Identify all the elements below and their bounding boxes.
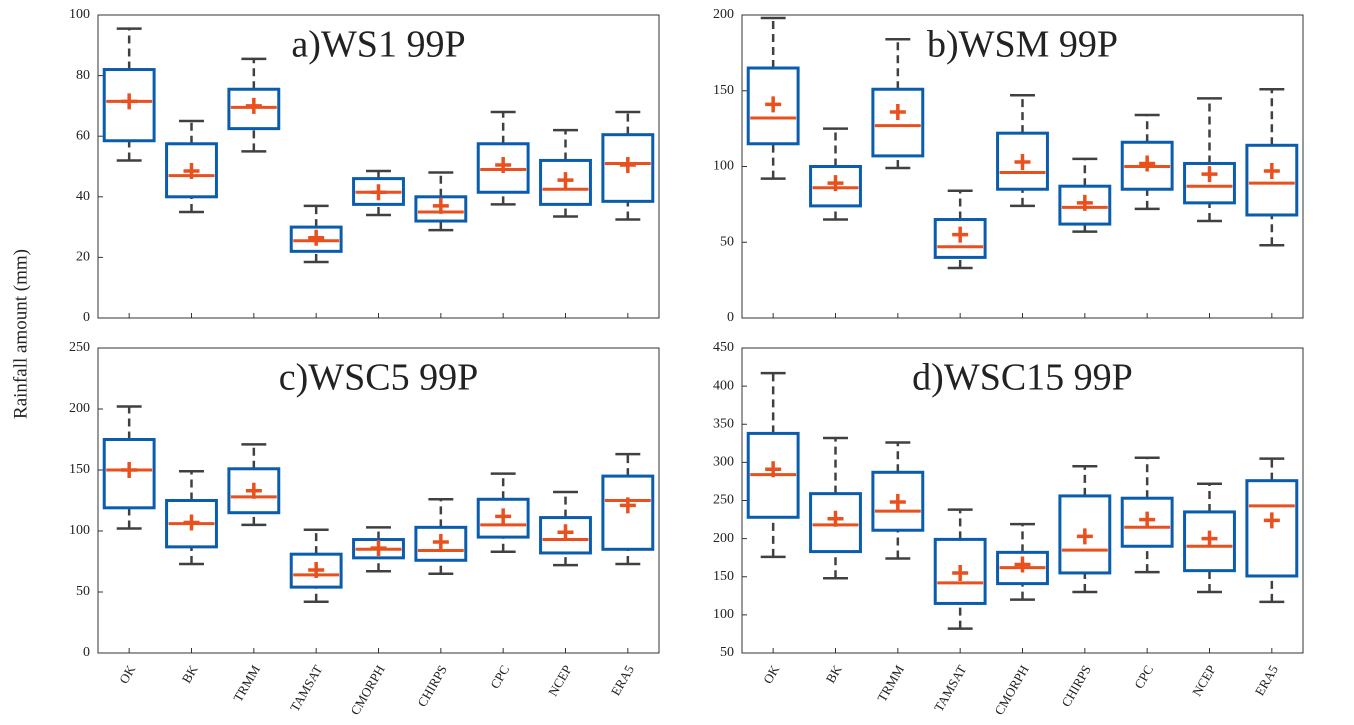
mean-marker [557, 524, 574, 541]
y-tick-label: 150 [713, 569, 734, 584]
x-tick-label: CHIRPS [414, 662, 450, 709]
mean-marker [765, 461, 782, 478]
y-axis-label: Rainfall amount (mm) [10, 249, 31, 419]
x-tick-label: CHIRPS [1058, 662, 1094, 709]
x-tick-label: BK [179, 662, 201, 686]
x-tick-label: TAMSAT [931, 662, 970, 714]
mean-marker [1014, 556, 1031, 573]
box [1183, 161, 1236, 205]
x-tick-label: CPC [487, 662, 512, 691]
mean-marker [432, 197, 449, 214]
y-tick-label: 20 [76, 250, 90, 265]
mean-marker [889, 103, 906, 120]
y-tick-label: 250 [713, 493, 734, 508]
mean-marker [889, 494, 906, 511]
mean-marker [183, 514, 200, 531]
mean-marker [952, 226, 969, 243]
y-tick-label: 0 [83, 310, 90, 325]
x-tick-label: BK [823, 662, 845, 686]
mean-marker [308, 562, 325, 579]
x-tick-label: TAMSAT [287, 662, 326, 714]
x-tick-label: ERA5 [608, 662, 637, 698]
mean-marker [827, 510, 844, 527]
y-tick-label: 150 [713, 83, 734, 98]
mean-marker [370, 184, 387, 201]
mean-marker [1139, 155, 1156, 172]
y-tick-label: 50 [720, 645, 734, 660]
x-tick-label: OK [116, 662, 139, 686]
mean-marker [121, 462, 138, 478]
y-tick-label: 300 [713, 455, 734, 470]
mean-marker [495, 508, 512, 525]
y-tick-label: 100 [713, 607, 734, 622]
mean-marker [1201, 166, 1218, 183]
mean-marker [827, 175, 844, 192]
x-tick-label: NCEP [1189, 662, 1219, 698]
mean-marker [495, 156, 512, 173]
y-tick-label: 80 [76, 68, 90, 83]
mean-marker [1201, 530, 1218, 547]
panel-title: a)WS1 99P [291, 24, 465, 66]
mean-marker [1076, 194, 1093, 211]
y-tick-label: 0 [727, 310, 734, 325]
y-tick-label: 100 [69, 523, 90, 538]
y-tick-label: 350 [713, 416, 734, 431]
mean-marker [952, 564, 969, 581]
y-tick-label: 100 [713, 159, 734, 174]
mean-marker [308, 229, 325, 246]
mean-marker [245, 97, 262, 114]
mean-marker [1263, 163, 1280, 180]
mean-marker [1139, 511, 1156, 528]
x-tick-label: CPC [1131, 662, 1156, 691]
mean-marker [121, 93, 138, 110]
mean-marker [1014, 153, 1031, 170]
y-tick-label: 400 [713, 378, 734, 393]
x-tick-label: ERA5 [1252, 662, 1281, 698]
mean-marker [1263, 512, 1280, 529]
box [1245, 143, 1299, 217]
y-tick-label: 200 [713, 531, 734, 546]
y-tick-label: 0 [83, 645, 90, 660]
x-tick-label: CMORPH [991, 662, 1031, 717]
panel-title: b)WSM 99P [927, 24, 1118, 66]
box [1058, 494, 1112, 575]
x-tick-label: OK [760, 662, 783, 686]
x-tick-label: CMORPH [347, 662, 387, 717]
y-tick-label: 50 [720, 234, 734, 249]
mean-marker [370, 540, 387, 557]
mean-marker [432, 533, 449, 550]
y-tick-label: 200 [69, 401, 90, 416]
panel-title: d)WSC15 99P [912, 357, 1133, 399]
y-tick-label: 60 [76, 128, 90, 143]
y-tick-label: 50 [76, 584, 90, 599]
x-tick-label: NCEP [545, 662, 575, 698]
mean-marker [183, 163, 200, 180]
mean-marker [619, 497, 636, 514]
x-tick-label: TRMM [230, 662, 263, 704]
mean-marker [765, 96, 782, 113]
y-tick-label: 40 [76, 189, 90, 204]
mean-marker [557, 172, 574, 189]
y-tick-label: 150 [69, 462, 90, 477]
mean-marker [245, 482, 262, 499]
y-tick-label: 200 [713, 7, 734, 22]
mean-marker [1076, 528, 1093, 545]
y-tick-label: 100 [69, 7, 90, 22]
box [871, 87, 925, 158]
y-tick-label: 250 [69, 340, 90, 355]
panel-title: c)WSC5 99P [279, 357, 479, 399]
y-tick-label: 450 [713, 340, 734, 355]
mean-marker [619, 156, 636, 173]
x-tick-label: TRMM [874, 662, 907, 704]
box [1245, 479, 1299, 578]
